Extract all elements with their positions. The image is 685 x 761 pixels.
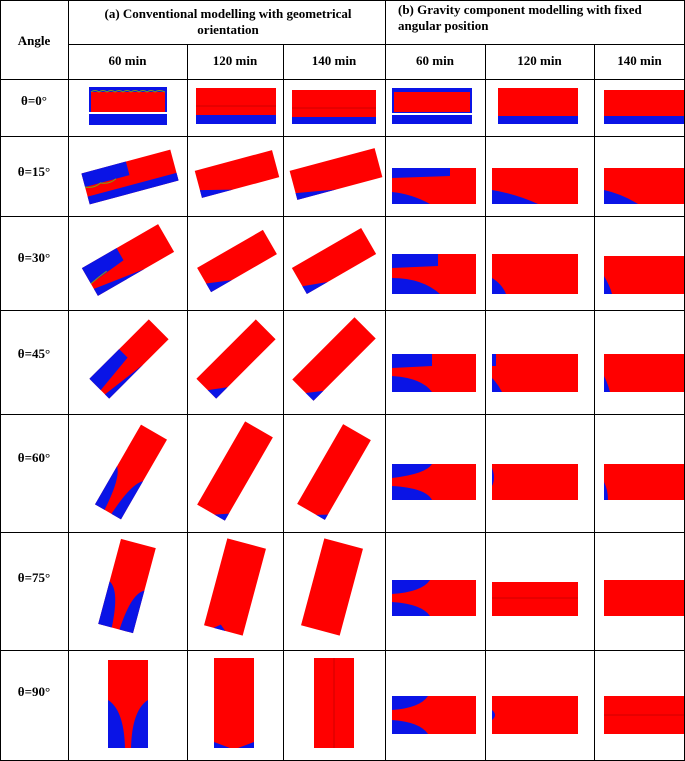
angle-label: θ=30°	[17, 250, 51, 265]
table-border-top	[0, 0, 685, 1]
column-header-a-140: 140 min	[311, 53, 357, 68]
simulation-image-a-75-60	[98, 538, 156, 634]
simulation-image-a-75-120	[204, 538, 266, 636]
simulation-image-b-15-60	[392, 168, 476, 204]
column-divider	[187, 44, 188, 761]
simulation-image-b-75-120	[492, 582, 578, 616]
simulation-image-b-60-140	[604, 464, 684, 500]
simulation-image-b-30-120	[492, 254, 578, 294]
simulation-image-a-45-140	[292, 317, 376, 401]
simulation-image-a-90-120	[214, 658, 254, 748]
column-header-b-60: 60 min	[416, 53, 454, 68]
row-divider	[0, 532, 685, 533]
simulation-image-b-90-60	[392, 696, 476, 734]
table-border-left	[0, 0, 1, 761]
simulation-image-b-60-60	[392, 464, 476, 500]
angle-label: θ=15°	[17, 164, 51, 179]
angle-header: Angle	[17, 33, 51, 48]
simulation-image-a-0-120	[196, 88, 276, 124]
angle-label: θ=75°	[17, 570, 51, 585]
simulation-image-b-30-60	[392, 254, 476, 294]
simulation-image-b-60-120	[492, 464, 578, 500]
row-divider	[0, 414, 685, 415]
simulation-image-b-45-60	[392, 354, 476, 392]
row-divider	[0, 136, 685, 137]
simulation-image-a-30-60	[81, 224, 175, 296]
simulation-image-a-30-120	[197, 229, 277, 293]
column-header-b-140: 140 min	[617, 53, 662, 68]
row-divider	[0, 310, 685, 311]
header-divider	[68, 44, 685, 45]
column-divider	[283, 44, 284, 761]
simulation-image-a-90-60	[108, 660, 148, 748]
simulation-image-a-75-140	[301, 538, 363, 636]
simulation-image-a-90-140	[314, 658, 354, 748]
simulation-image-a-60-120	[197, 421, 273, 521]
simulation-image-b-0-140	[604, 90, 684, 124]
simulation-image-b-30-140	[604, 256, 684, 294]
simulation-image-a-60-60	[95, 424, 167, 520]
group-b-title: (b) Gravity component modelling with fix…	[398, 2, 642, 33]
simulation-image-a-15-60	[81, 149, 179, 205]
group-divider	[385, 0, 386, 761]
simulation-image-b-45-140	[604, 354, 684, 392]
simulation-image-a-15-120	[194, 150, 280, 198]
column-divider	[485, 44, 486, 761]
simulation-image-a-45-120	[196, 319, 276, 399]
column-divider	[594, 44, 595, 761]
simulation-image-a-0-140	[292, 90, 376, 124]
angle-label: θ=45°	[17, 346, 51, 361]
simulation-image-a-45-60	[89, 319, 169, 399]
simulation-image-a-60-140	[297, 424, 371, 520]
simulation-image-b-15-140	[604, 168, 684, 204]
column-header-b-120: 120 min	[517, 53, 562, 68]
row-divider	[0, 216, 685, 217]
simulation-image-b-90-140	[604, 696, 684, 734]
angle-label: θ=90°	[17, 684, 51, 699]
simulation-image-b-75-140	[604, 580, 684, 616]
row-divider	[0, 79, 685, 80]
simulation-image-b-90-120	[492, 696, 578, 734]
simulation-image-b-75-60	[392, 580, 476, 616]
simulation-image-a-15-140	[289, 148, 383, 200]
simulation-image-b-45-120	[492, 354, 578, 392]
angle-label: θ=60°	[17, 450, 51, 465]
group-a-title: (a) Conventional modelling with geometri…	[104, 6, 352, 37]
simulation-image-b-0-120	[498, 88, 578, 124]
simulation-image-a-30-140	[291, 228, 377, 294]
simulation-image-b-0-60	[392, 88, 472, 124]
simulation-image-a-0-60	[89, 87, 167, 125]
simulation-image-b-15-120	[492, 168, 578, 204]
angle-column-divider	[68, 0, 69, 761]
row-divider	[0, 650, 685, 651]
angle-label: θ=0°	[21, 93, 47, 108]
column-header-a-60: 60 min	[108, 53, 147, 68]
column-header-a-120: 120 min	[212, 53, 258, 68]
